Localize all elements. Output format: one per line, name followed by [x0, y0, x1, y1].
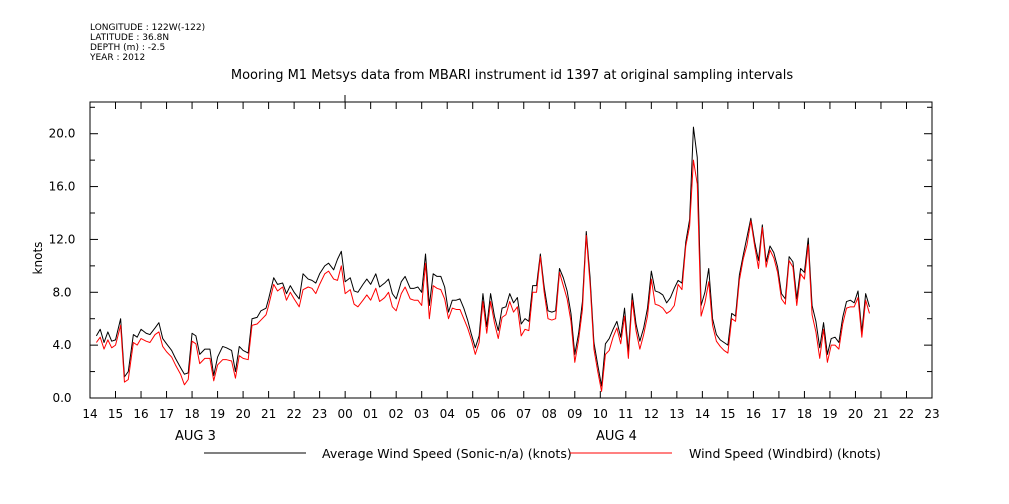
x-tick-label: 14 [695, 407, 710, 421]
x-tick-label: 00 [338, 407, 353, 421]
x-tick-label: 15 [720, 407, 735, 421]
series-layer [95, 126, 870, 392]
x-tick-label: 07 [516, 407, 531, 421]
y-tick-label: 16.0 [49, 180, 76, 194]
x-tick-label: 23 [312, 407, 327, 421]
y-axis-label: knots [31, 242, 45, 275]
x-tick-label: 10 [593, 407, 608, 421]
legend-label-windbird: Wind Speed (Windbird) (knots) [689, 446, 881, 461]
x-tick-label: 04 [440, 407, 455, 421]
x-tick-label: 02 [389, 407, 404, 421]
x-tick-label: 20 [848, 407, 863, 421]
series-line-sonic [95, 126, 870, 387]
series-line-windbird [95, 159, 870, 392]
x-tick-label: 17 [159, 407, 174, 421]
x-tick-label: 22 [899, 407, 914, 421]
x-tick-label: 03 [414, 407, 429, 421]
longitude-label: LONGITUDE : 122W(-122) [90, 23, 205, 33]
x-tick-label: 20 [235, 407, 250, 421]
x-tick-label: 15 [108, 407, 123, 421]
x-tick-label: 18 [797, 407, 812, 421]
legend: Average Wind Speed (Sonic-n/a) (knots) W… [204, 446, 881, 461]
x-tick-label: 23 [924, 407, 939, 421]
year-label: YEAR : 2012 [89, 53, 145, 63]
x-tick-label: 19 [210, 407, 225, 421]
y-tick-label: 8.0 [52, 285, 71, 299]
x-tick-label: 22 [286, 407, 301, 421]
plot-frame [89, 101, 933, 399]
x-tick-label: 18 [184, 407, 199, 421]
x-tick-label: 05 [465, 407, 480, 421]
x-tick-label: 11 [618, 407, 633, 421]
x-tick-label: 13 [669, 407, 684, 421]
y-tick-label: 12.0 [49, 232, 76, 246]
chart-title: Mooring M1 Metsys data from MBARI instru… [231, 68, 793, 83]
x-tick-label: 16 [133, 407, 148, 421]
latitude-label: LATITUDE : 36.8N [90, 33, 169, 43]
x-tick-label: 21 [261, 407, 276, 421]
x-tick-label: 09 [567, 407, 582, 421]
day-label-aug3: AUG 3 [175, 429, 216, 444]
x-tick-label: 01 [363, 407, 378, 421]
y-axis-ticks: 0.0 4.0 8.0 12.0 16.0 20.0 [49, 106, 932, 405]
y-tick-label: 20.0 [49, 127, 76, 141]
x-tick-label: 21 [873, 407, 888, 421]
x-tick-label: 16 [746, 407, 761, 421]
legend-label-sonic: Average Wind Speed (Sonic-n/a) (knots) [322, 446, 572, 461]
y-tick-label: 0.0 [52, 391, 71, 405]
day-label-aug4: AUG 4 [596, 429, 637, 444]
x-tick-label: 08 [542, 407, 557, 421]
x-tick-label: 19 [822, 407, 837, 421]
depth-label: DEPTH (m) : -2.5 [90, 43, 165, 53]
x-axis-ticks: 14 15 16 17 18 19 20 21 22 23 00 01 02 03 04 05 06 07 08 09… [82, 102, 940, 421]
x-tick-label: 06 [491, 407, 506, 421]
x-tick-label: 14 [82, 407, 97, 421]
x-tick-label: 12 [644, 407, 659, 421]
x-tick-label: 17 [771, 407, 786, 421]
y-tick-label: 4.0 [52, 338, 71, 352]
